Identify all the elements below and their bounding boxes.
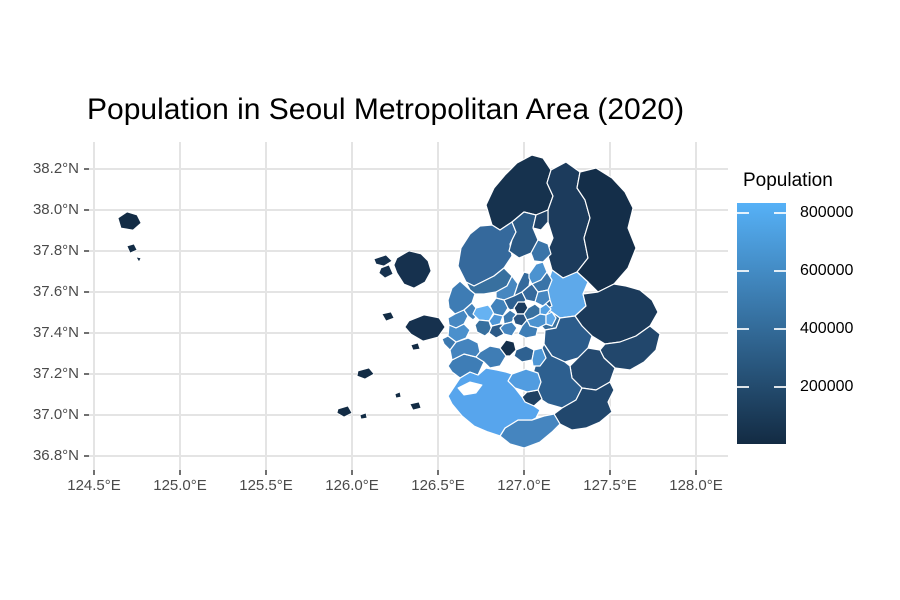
island-yeonpyeongdo (356, 367, 375, 380)
y-tick-label: 36.8°N (32, 447, 79, 464)
y-tick-label: 37.0°N (32, 406, 79, 423)
y-tick-label: 37.8°N (32, 242, 79, 259)
x-tick-label: 124.5°E (67, 477, 121, 494)
x-tick-label: 126.0°E (325, 477, 379, 494)
legend-tick-mark (737, 270, 749, 272)
legend-colorbar (737, 203, 786, 444)
map-region-anseong (553, 381, 615, 431)
y-tick-label: 37.6°N (32, 283, 79, 300)
map-region-seoul-songpa (545, 311, 557, 327)
island-socheongdo (135, 256, 142, 263)
legend-tick-label: 600000 (800, 262, 854, 279)
y-tick-label: 38.0°N (32, 201, 79, 218)
island-islet-b (394, 391, 402, 399)
legend-tick-mark (737, 386, 749, 388)
island-gyodongdo (373, 254, 393, 267)
y-tick-label: 37.2°N (32, 365, 79, 382)
map-region-gapyeong (576, 167, 637, 293)
island-daecheongdo (126, 243, 138, 254)
island-muuido (410, 342, 421, 351)
map-region-goyang (465, 267, 513, 295)
legend-tick-mark (774, 212, 786, 214)
map-region-uijeongbu (530, 239, 552, 263)
island-jangbongdo (381, 311, 395, 322)
legend-tick-mark (774, 386, 786, 388)
map-region-seoul-guro-geumcheon (488, 323, 505, 339)
island-ganghwado (393, 250, 432, 289)
legend-tick-mark (774, 270, 786, 272)
legend-tick-label: 400000 (800, 320, 854, 337)
legend-tick-label: 800000 (800, 204, 854, 221)
map-region-seongnam-sujeong-jungwon (513, 345, 535, 363)
x-tick-label: 127.0°E (497, 477, 551, 494)
x-tick-label: 126.5°E (411, 477, 465, 494)
legend-tick-mark (737, 328, 749, 330)
island-deokjeokdo (336, 405, 353, 418)
island-baengnyeongdo (117, 211, 142, 231)
island-islet-a (359, 412, 368, 420)
lake-sihwa-inlet (457, 381, 483, 396)
x-tick-label: 125.0°E (153, 477, 207, 494)
map-region-anyang-gunpo (475, 345, 507, 369)
x-tick-label: 128.0°E (669, 477, 723, 494)
plot-title: Population in Seoul Metropolitan Area (2… (87, 93, 685, 126)
x-tick-label: 127.5°E (583, 477, 637, 494)
legend-tick-mark (774, 328, 786, 330)
island-yeongjongdo (404, 314, 446, 342)
x-tick-label: 125.5°E (239, 477, 293, 494)
y-tick-label: 38.2°N (32, 160, 79, 177)
map-region-incheon-yeonsu (441, 335, 457, 351)
y-tick-label: 37.4°N (32, 324, 79, 341)
map-region-seongnam-bundang (531, 347, 547, 367)
island-jawoldo (409, 401, 422, 411)
legend-tick-mark (737, 212, 749, 214)
map-region-dongducheon (532, 209, 549, 231)
legend-tick-label: 200000 (800, 378, 854, 395)
map-region-seoul-seocho (517, 319, 539, 339)
island-seokmodo (378, 264, 394, 279)
map-region-seoul-dongdaemun (534, 289, 551, 307)
legend-title: Population (743, 170, 833, 191)
